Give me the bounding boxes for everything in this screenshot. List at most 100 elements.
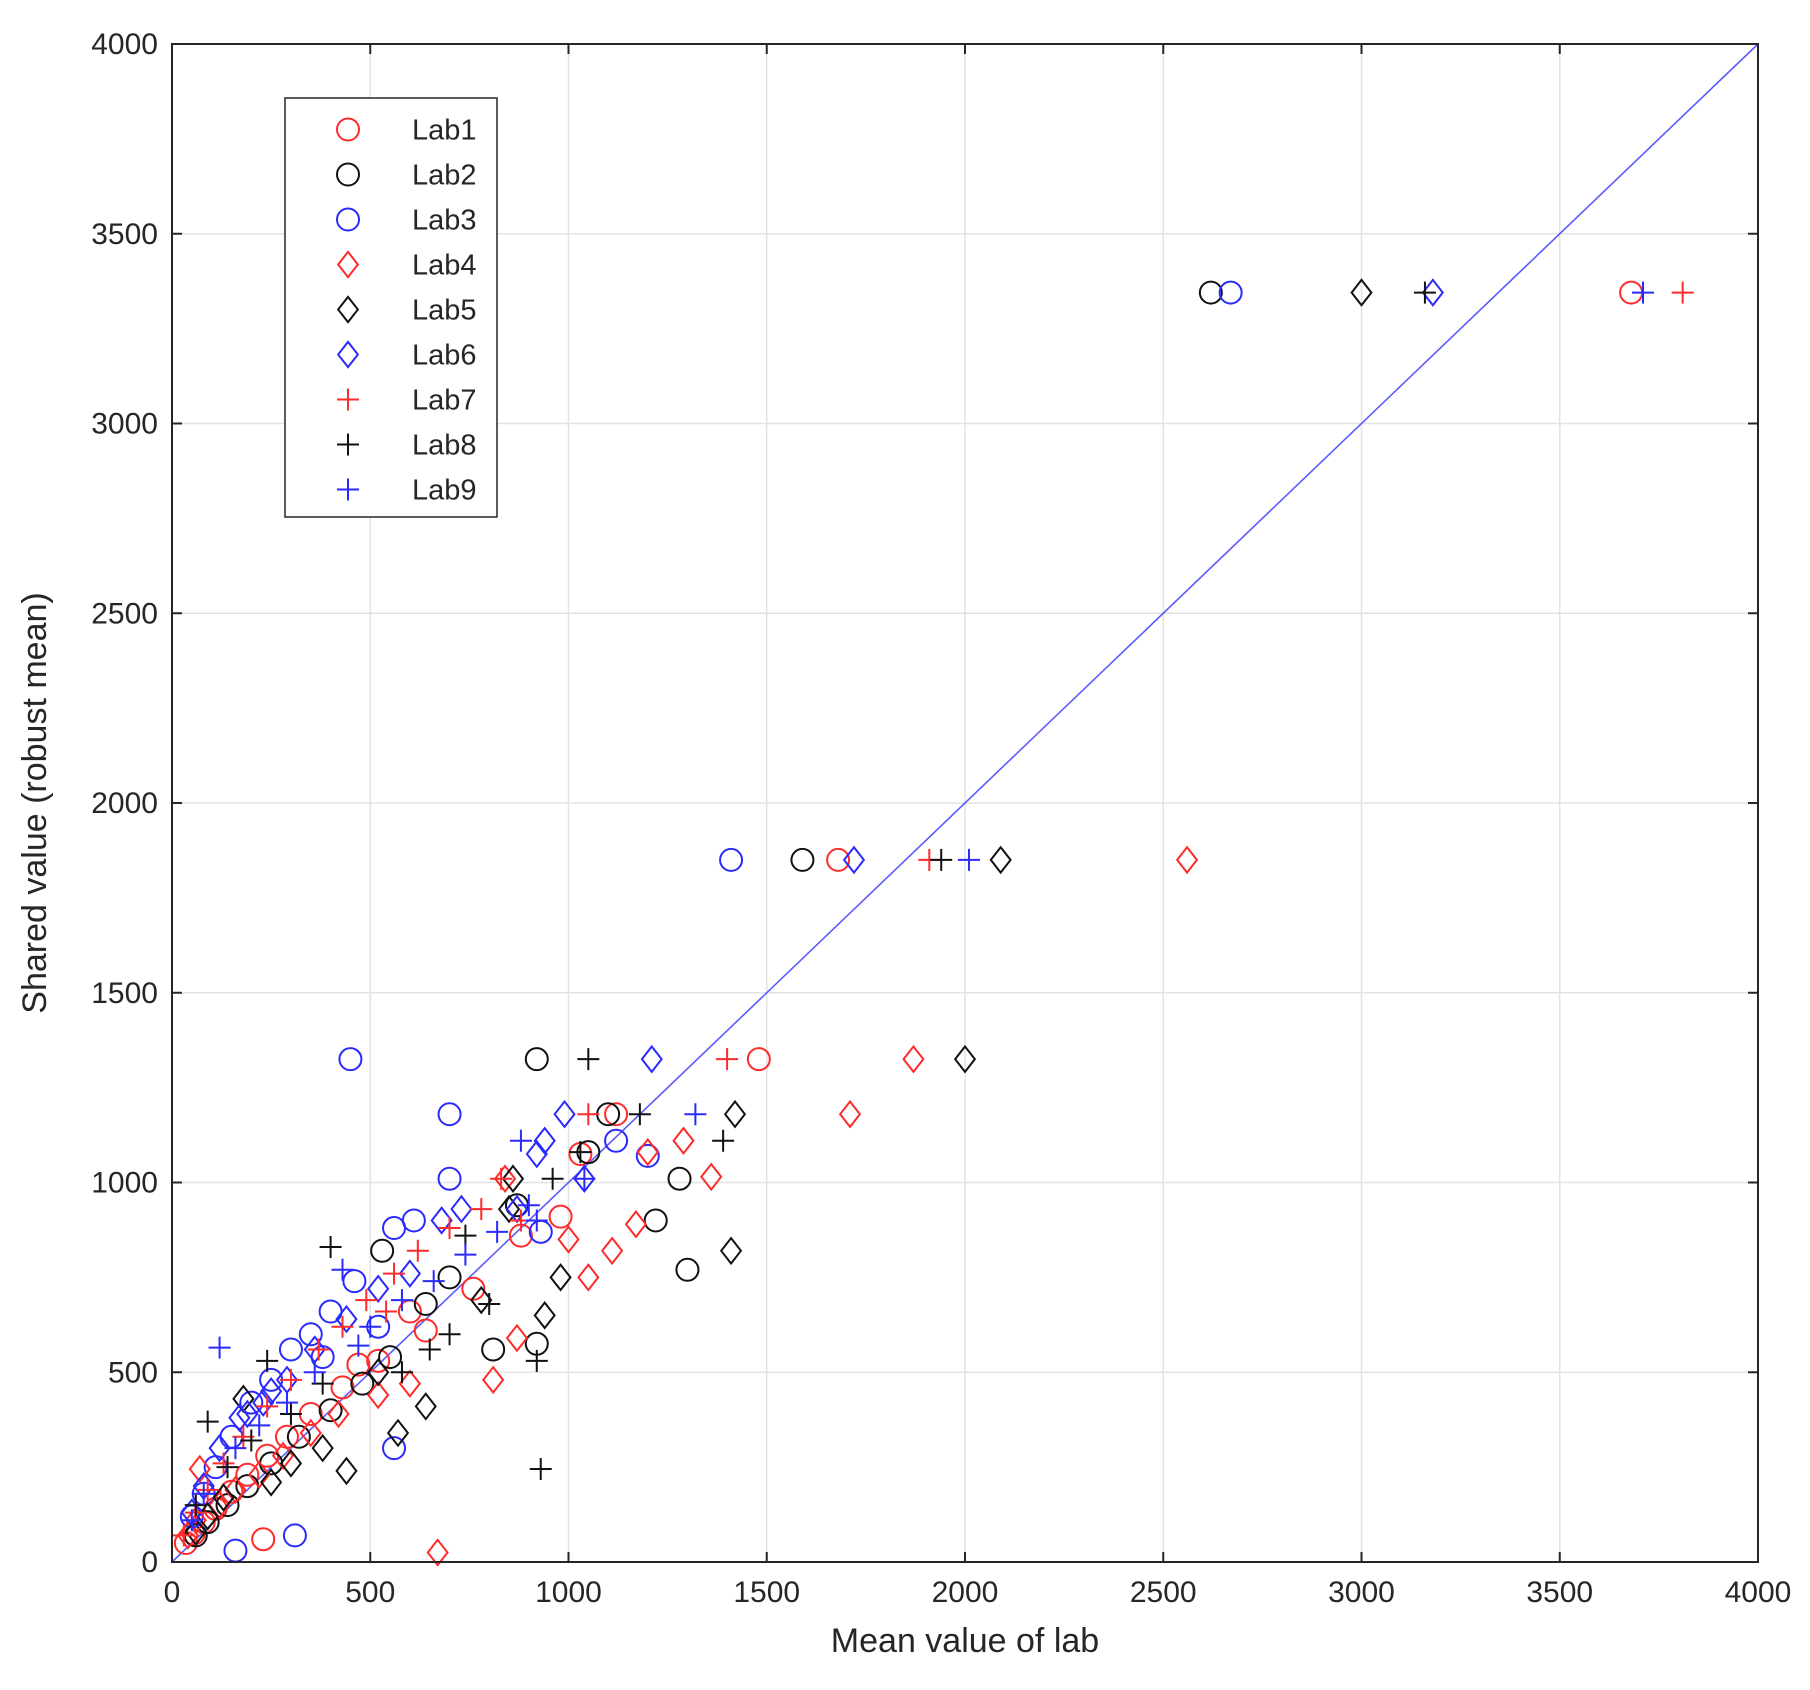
point-lab8-12 bbox=[319, 1236, 342, 1259]
point-lab3-2 bbox=[338, 1047, 363, 1072]
data-points bbox=[172, 278, 1694, 1567]
legend-marker-lab7 bbox=[337, 388, 359, 411]
point-lab2-5 bbox=[675, 1257, 700, 1282]
point-lab2-16 bbox=[215, 1493, 240, 1518]
legend-label-lab6: Lab6 bbox=[412, 340, 477, 372]
point-lab4-14 bbox=[327, 1399, 350, 1429]
legend-label-lab4: Lab4 bbox=[412, 250, 477, 282]
legend-label-lab1: Lab1 bbox=[412, 115, 477, 147]
point-lab5-12 bbox=[311, 1433, 334, 1463]
point-lab5-16 bbox=[212, 1483, 235, 1512]
point-lab7-15 bbox=[212, 1452, 235, 1475]
point-lab6-8 bbox=[430, 1206, 453, 1235]
x-tick-label-5: 2500 bbox=[1130, 1576, 1197, 1609]
point-lab9-8 bbox=[422, 1270, 445, 1293]
point-lab6-5 bbox=[573, 1164, 596, 1193]
point-lab8-10 bbox=[418, 1338, 441, 1361]
y-tick-label-2: 1000 bbox=[91, 1167, 158, 1200]
legend-marker-lab2 bbox=[336, 162, 360, 187]
y-tick-label-8: 4000 bbox=[91, 28, 158, 61]
point-lab4-3 bbox=[700, 1162, 723, 1192]
point-lab2-8 bbox=[481, 1337, 506, 1362]
point-lab9-16 bbox=[208, 1336, 231, 1359]
y-tick-label-5: 2500 bbox=[91, 597, 158, 630]
point-lab4-7 bbox=[577, 1263, 600, 1292]
point-lab4-9 bbox=[482, 1365, 505, 1395]
x-tick-label-7: 3500 bbox=[1526, 1576, 1593, 1609]
x-tick-label-0: 0 bbox=[164, 1576, 181, 1609]
point-lab9-19 bbox=[347, 1334, 370, 1357]
point-lab8-17 bbox=[279, 1402, 302, 1425]
legend-label-lab7: Lab7 bbox=[412, 385, 477, 417]
point-lab5-3 bbox=[723, 1099, 747, 1129]
point-lab9-3 bbox=[509, 1129, 532, 1152]
point-lab6-16 bbox=[208, 1433, 231, 1463]
point-lab4-1 bbox=[902, 1044, 925, 1074]
point-lab6-7 bbox=[450, 1194, 473, 1224]
legend-marker-lab6 bbox=[336, 340, 360, 369]
point-lab4-13 bbox=[367, 1380, 390, 1410]
legend-box bbox=[284, 97, 498, 518]
y-axis-title: Shared value (robust mean) bbox=[16, 592, 54, 1013]
point-lab7-8 bbox=[383, 1262, 406, 1285]
series-lab9 bbox=[180, 281, 1655, 1532]
point-lab7-4 bbox=[490, 1167, 513, 1190]
point-lab1-6 bbox=[461, 1276, 486, 1301]
point-lab5-9 bbox=[386, 1418, 410, 1448]
point-lab4-24 bbox=[600, 1236, 624, 1266]
point-lab8-21 bbox=[541, 1167, 564, 1190]
point-lab6-10 bbox=[367, 1274, 390, 1304]
legend-label-lab2: Lab2 bbox=[412, 160, 477, 192]
point-lab3-1 bbox=[719, 847, 744, 872]
point-lab4-2 bbox=[838, 1099, 862, 1129]
point-lab2-12 bbox=[318, 1398, 343, 1423]
point-lab2-10 bbox=[378, 1345, 403, 1370]
point-lab4-23 bbox=[493, 1164, 517, 1193]
point-lab6-3 bbox=[553, 1099, 576, 1129]
point-lab2-13 bbox=[286, 1424, 311, 1449]
point-lab9-14 bbox=[248, 1414, 271, 1437]
point-lab9-15 bbox=[224, 1437, 247, 1460]
point-lab1-8 bbox=[366, 1348, 391, 1373]
legend-label-lab9: Lab9 bbox=[412, 475, 477, 507]
legend-marker-lab1 bbox=[336, 117, 360, 142]
point-lab4-6 bbox=[624, 1209, 648, 1239]
series-lab5 bbox=[184, 278, 1373, 1546]
point-lab7-10 bbox=[331, 1315, 354, 1338]
series-lab1 bbox=[173, 280, 1644, 1556]
point-lab4-12 bbox=[398, 1369, 422, 1398]
point-lab5-4 bbox=[719, 1236, 743, 1266]
point-lab4-11 bbox=[426, 1538, 449, 1567]
point-lab9-6 bbox=[486, 1220, 509, 1243]
point-lab1-3 bbox=[604, 1102, 629, 1127]
point-lab8-7 bbox=[525, 1349, 548, 1372]
series-lab8 bbox=[184, 281, 1436, 1517]
point-lab6-15 bbox=[228, 1403, 251, 1433]
y-tick-label-7: 3500 bbox=[91, 218, 158, 251]
point-lab5-2 bbox=[953, 1044, 977, 1074]
point-lab6-9 bbox=[398, 1259, 422, 1288]
point-lab2-6 bbox=[667, 1166, 692, 1191]
point-lab2-9 bbox=[413, 1291, 438, 1316]
point-lab9-13 bbox=[275, 1391, 298, 1414]
point-lab1-13 bbox=[235, 1462, 260, 1487]
point-lab7-7 bbox=[406, 1239, 429, 1262]
point-lab7-6 bbox=[438, 1217, 461, 1240]
point-lab8-11 bbox=[390, 1361, 413, 1384]
point-lab3-4 bbox=[635, 1143, 660, 1168]
point-lab9-20 bbox=[525, 1209, 548, 1232]
point-lab1-1 bbox=[826, 847, 851, 872]
legend-marker-lab8 bbox=[337, 433, 359, 456]
point-lab1-7 bbox=[413, 1318, 438, 1343]
point-lab3-8 bbox=[382, 1216, 407, 1241]
point-lab7-13 bbox=[256, 1395, 279, 1418]
axis-ticks: 0 500 1000 1500 2000 2500 3000 3500 4000 0 500 1000… bbox=[91, 28, 1791, 1609]
y-tick-label-0: 0 bbox=[141, 1546, 158, 1579]
point-lab1-21 bbox=[548, 1204, 573, 1229]
point-lab3-9 bbox=[342, 1269, 367, 1294]
point-lab7-3 bbox=[577, 1103, 600, 1126]
point-lab3-14 bbox=[239, 1390, 264, 1415]
point-lab5-6 bbox=[501, 1164, 525, 1193]
point-lab9-1 bbox=[957, 848, 980, 871]
